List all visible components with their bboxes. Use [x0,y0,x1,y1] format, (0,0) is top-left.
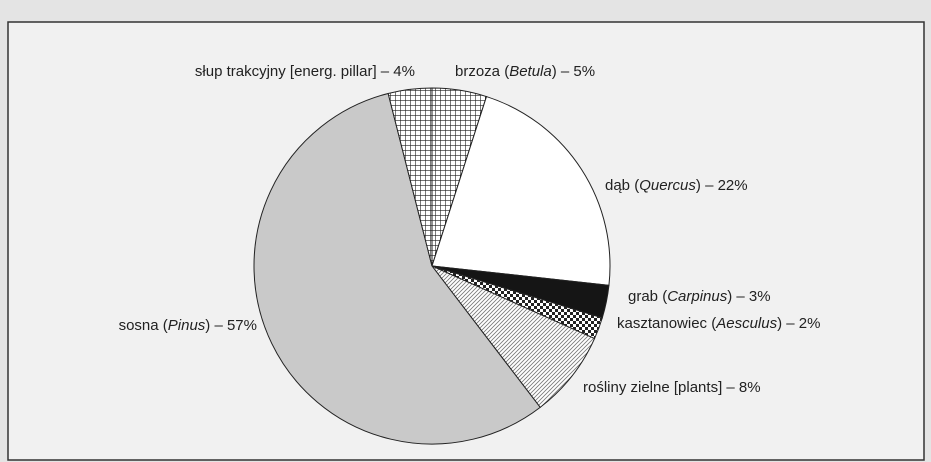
slice-label: słup trakcyjny [energ. pillar] – 4% [195,63,415,80]
slice-label: brzoza (Betula) – 5% [455,63,595,80]
slice-label: dąb (Quercus) – 22% [605,177,748,194]
slice-label: grab (Carpinus) – 3% [628,288,771,305]
pie-slice [387,87,433,267]
slice-label: rośliny zielne [plants] – 8% [583,379,761,396]
slice-label: sosna (Pinus) – 57% [119,317,257,334]
slice-label: kasztanowiec (Aesculus) – 2% [617,315,820,332]
pie-slice [253,92,541,445]
pie-slice [431,95,611,286]
